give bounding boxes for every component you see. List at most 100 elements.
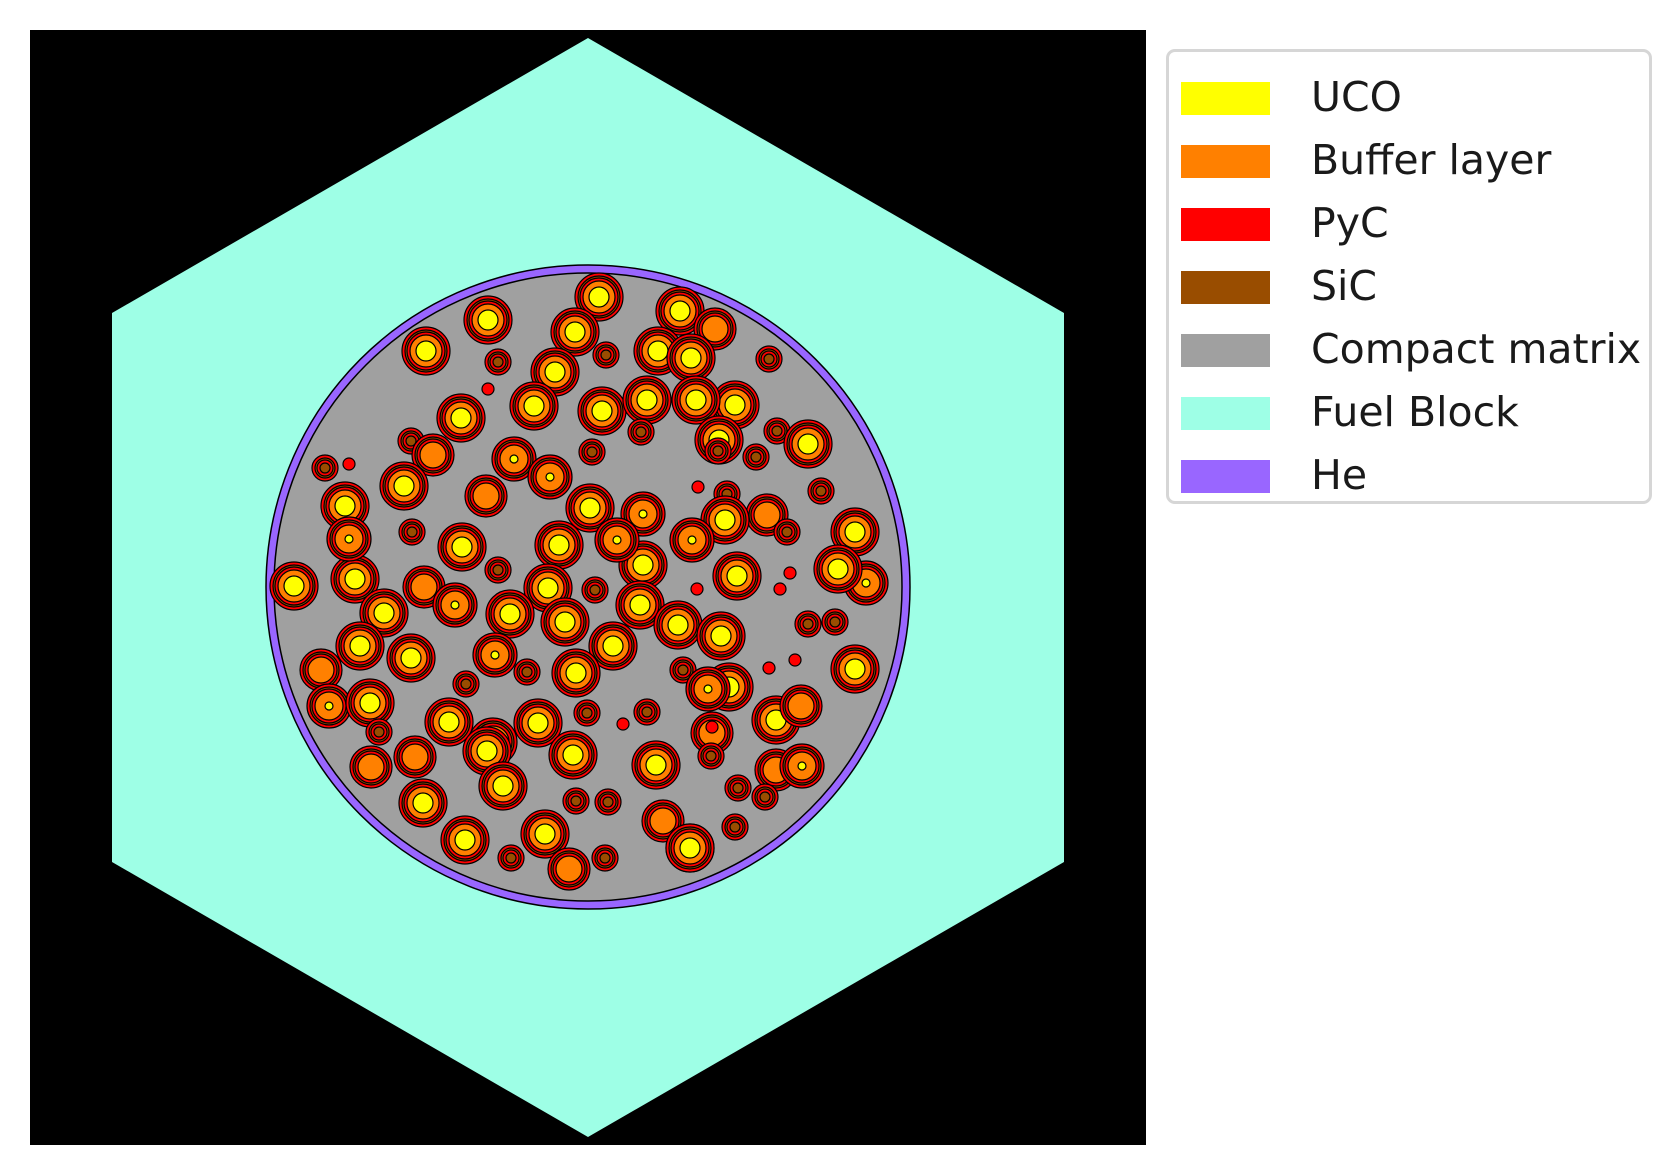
uco-kernel bbox=[499, 603, 521, 625]
legend-item-compact-matrix: Compact matrix bbox=[1181, 318, 1641, 373]
uco-kernel bbox=[669, 300, 691, 322]
triso-particle bbox=[509, 381, 559, 431]
uco-kernel bbox=[344, 534, 354, 544]
sic-core bbox=[492, 356, 504, 368]
triso-particle bbox=[751, 783, 779, 811]
triso-particle bbox=[742, 443, 770, 471]
triso-particle bbox=[700, 495, 750, 545]
sic-core bbox=[712, 445, 724, 457]
sic-core bbox=[570, 795, 582, 807]
triso-particle bbox=[349, 745, 393, 789]
sic-core bbox=[492, 564, 504, 576]
uco-kernel bbox=[412, 792, 434, 814]
triso-particle bbox=[481, 382, 495, 396]
legend-label-compact-matrix: Compact matrix bbox=[1311, 325, 1642, 373]
sic-core bbox=[405, 435, 417, 447]
trisoparticles-layer bbox=[269, 272, 889, 891]
uco-kernel bbox=[638, 509, 648, 519]
uco-kernel bbox=[588, 286, 610, 308]
buffer-layer bbox=[753, 501, 781, 529]
triso-particle bbox=[330, 554, 380, 604]
triso-particle bbox=[577, 386, 627, 436]
sic-core bbox=[802, 618, 814, 630]
triso-particle bbox=[592, 341, 620, 369]
uco-kernel bbox=[490, 650, 500, 660]
triso-particle bbox=[573, 699, 601, 727]
uco-kernel bbox=[324, 701, 334, 711]
triso-particle bbox=[345, 678, 395, 728]
outer-pyc-layer bbox=[691, 480, 705, 494]
triso-particle bbox=[306, 683, 352, 729]
buffer-layer bbox=[410, 573, 438, 601]
uco-kernel bbox=[451, 536, 473, 558]
sic-core bbox=[729, 821, 741, 833]
uco-kernel bbox=[450, 407, 472, 429]
triso-particle bbox=[548, 730, 598, 780]
uco-kernel bbox=[344, 568, 366, 590]
triso-particle bbox=[540, 597, 590, 647]
legend-swatch-he bbox=[1181, 460, 1270, 493]
triso-particle bbox=[411, 433, 455, 477]
triso-particle bbox=[685, 666, 731, 712]
legend-item-pyc: PyC bbox=[1181, 192, 1641, 247]
triso-particle bbox=[398, 778, 448, 828]
sic-core bbox=[505, 852, 517, 864]
uco-kernel bbox=[373, 602, 395, 624]
uco-kernel bbox=[602, 635, 624, 657]
sic-core bbox=[586, 446, 598, 458]
triso-particle bbox=[594, 788, 622, 816]
uco-kernel bbox=[714, 509, 736, 531]
uco-kernel bbox=[844, 521, 866, 543]
triso-particle bbox=[665, 823, 715, 873]
uco-kernel bbox=[827, 558, 849, 580]
uco-kernel bbox=[645, 754, 667, 776]
uco-kernel bbox=[844, 658, 866, 680]
sic-core bbox=[815, 485, 827, 497]
legend-label-fuel-block: Fuel Block bbox=[1311, 388, 1519, 436]
uco-kernel bbox=[450, 600, 460, 610]
sic-core bbox=[589, 584, 601, 596]
uco-kernel bbox=[415, 340, 437, 362]
uco-kernel bbox=[703, 684, 713, 694]
uco-kernel bbox=[548, 534, 570, 556]
sic-core bbox=[521, 666, 533, 678]
triso-particle bbox=[437, 522, 487, 572]
triso-particle bbox=[696, 611, 746, 661]
uco-kernel bbox=[545, 472, 555, 482]
triso-particle bbox=[565, 483, 615, 533]
triso-particle bbox=[513, 658, 541, 686]
triso-particle bbox=[704, 437, 732, 465]
uco-kernel bbox=[680, 347, 702, 369]
triso-particle bbox=[269, 561, 319, 611]
triso-particle bbox=[655, 286, 705, 336]
uco-kernel bbox=[554, 611, 576, 633]
triso-particle bbox=[342, 457, 356, 471]
uco-kernel bbox=[629, 594, 651, 616]
triso-particle bbox=[669, 517, 715, 563]
outer-pyc-layer bbox=[762, 661, 776, 675]
triso-particle bbox=[666, 333, 716, 383]
legend-item-he: He bbox=[1181, 444, 1641, 499]
uco-kernel bbox=[797, 761, 807, 771]
uco-kernel bbox=[612, 535, 622, 545]
triso-particle bbox=[821, 608, 849, 636]
buffer-layer bbox=[357, 753, 385, 781]
uco-kernel bbox=[726, 565, 748, 587]
triso-particle bbox=[712, 551, 762, 601]
triso-particle bbox=[547, 847, 591, 891]
uco-kernel bbox=[632, 554, 654, 576]
uco-kernel bbox=[509, 454, 519, 464]
uco-kernel bbox=[454, 829, 476, 851]
sic-core bbox=[750, 451, 762, 463]
buffer-layer bbox=[307, 656, 335, 684]
outer-pyc-layer bbox=[773, 582, 787, 596]
triso-particle bbox=[424, 697, 474, 747]
triso-particle bbox=[365, 718, 393, 746]
triso-particle bbox=[594, 517, 640, 563]
triso-particle bbox=[779, 743, 825, 789]
triso-particle bbox=[627, 418, 655, 446]
outer-pyc-layer bbox=[690, 582, 704, 596]
triso-particle bbox=[591, 844, 619, 872]
sic-core bbox=[460, 678, 472, 690]
triso-particle bbox=[783, 566, 797, 580]
